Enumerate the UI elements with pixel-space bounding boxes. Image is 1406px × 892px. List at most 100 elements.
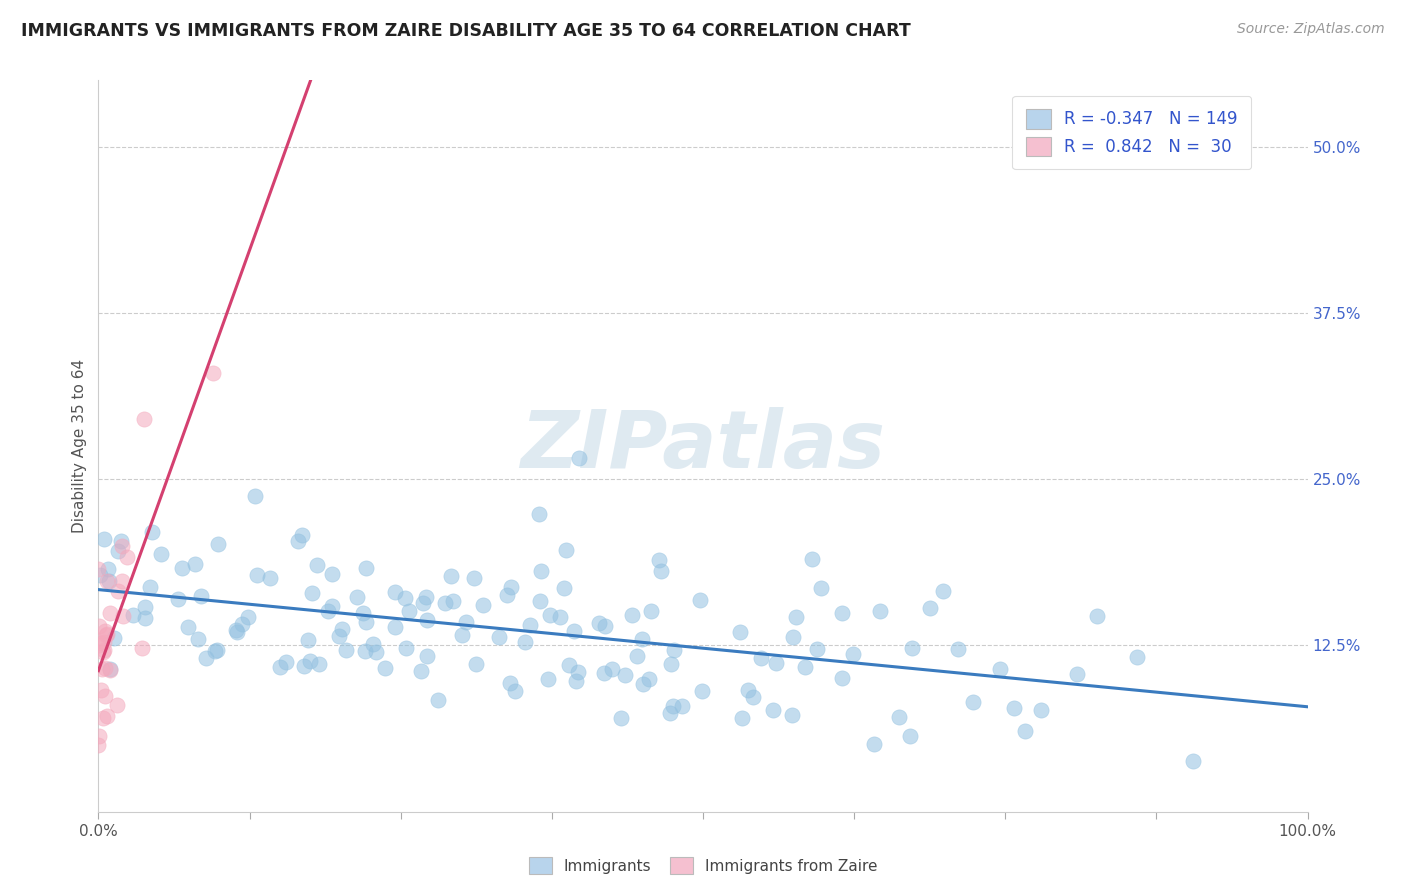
Point xyxy=(488,631,510,645)
Point xyxy=(91,645,114,659)
Point xyxy=(650,564,672,578)
Point xyxy=(898,729,921,743)
Point xyxy=(661,657,683,671)
Point xyxy=(87,562,110,576)
Point xyxy=(321,599,343,613)
Point xyxy=(287,534,309,549)
Point xyxy=(503,684,526,698)
Point xyxy=(141,524,163,539)
Point xyxy=(765,656,787,670)
Point xyxy=(842,647,865,661)
Point xyxy=(94,660,117,674)
Point xyxy=(352,606,374,620)
Point xyxy=(93,642,115,657)
Point xyxy=(1085,608,1108,623)
Point xyxy=(111,574,134,589)
Point xyxy=(415,613,437,627)
Point xyxy=(441,594,464,608)
Point xyxy=(538,608,561,623)
Point xyxy=(243,490,266,504)
Point xyxy=(328,629,350,643)
Point xyxy=(749,651,772,665)
Point xyxy=(97,574,120,589)
Point xyxy=(139,580,162,594)
Point xyxy=(548,610,571,624)
Point xyxy=(195,650,218,665)
Point xyxy=(111,539,134,553)
Point xyxy=(621,608,644,623)
Point xyxy=(869,604,891,618)
Point xyxy=(901,640,924,655)
Point xyxy=(91,662,114,676)
Point xyxy=(330,622,353,636)
Point xyxy=(862,737,884,751)
Point xyxy=(730,625,752,640)
Point xyxy=(565,673,588,688)
Point xyxy=(806,642,828,657)
Point xyxy=(1066,666,1088,681)
Point xyxy=(450,628,472,642)
Point xyxy=(529,507,551,521)
Point xyxy=(190,590,212,604)
Point xyxy=(231,616,253,631)
Legend: Immigrants, Immigrants from Zaire: Immigrants, Immigrants from Zaire xyxy=(523,851,883,880)
Point xyxy=(801,552,824,566)
Point xyxy=(134,611,156,625)
Text: ZIPatlas: ZIPatlas xyxy=(520,407,886,485)
Point xyxy=(463,571,485,585)
Point xyxy=(690,683,713,698)
Point xyxy=(207,537,229,551)
Point xyxy=(780,707,803,722)
Point xyxy=(631,632,654,646)
Point xyxy=(90,636,112,650)
Point xyxy=(177,620,200,634)
Text: Source: ZipAtlas.com: Source: ZipAtlas.com xyxy=(1237,22,1385,37)
Point xyxy=(238,610,260,624)
Point xyxy=(202,366,225,380)
Point xyxy=(529,593,551,607)
Point xyxy=(427,693,450,707)
Point xyxy=(689,593,711,607)
Point xyxy=(96,709,118,723)
Point xyxy=(793,659,815,673)
Point xyxy=(647,553,669,567)
Point xyxy=(103,631,125,645)
Point xyxy=(588,615,610,630)
Point xyxy=(394,591,416,606)
Point xyxy=(600,662,623,676)
Point xyxy=(592,666,614,681)
Point xyxy=(96,627,118,641)
Point xyxy=(364,645,387,659)
Point xyxy=(609,711,631,725)
Point xyxy=(558,657,581,672)
Point xyxy=(110,533,132,548)
Point xyxy=(1126,649,1149,664)
Point xyxy=(354,644,377,658)
Point xyxy=(631,677,654,691)
Point xyxy=(105,698,128,713)
Point xyxy=(384,620,406,634)
Point xyxy=(89,567,111,582)
Point xyxy=(537,672,560,686)
Point xyxy=(346,590,368,604)
Point xyxy=(810,581,832,595)
Point xyxy=(356,615,378,629)
Point xyxy=(553,582,575,596)
Point xyxy=(731,711,754,725)
Point xyxy=(440,569,463,583)
Point xyxy=(918,600,941,615)
Point xyxy=(107,543,129,558)
Point xyxy=(246,568,269,582)
Point xyxy=(661,699,683,714)
Point xyxy=(762,703,785,717)
Point xyxy=(96,574,118,588)
Point xyxy=(555,542,578,557)
Point xyxy=(394,641,416,656)
Point xyxy=(664,643,686,657)
Point xyxy=(433,596,456,610)
Point xyxy=(454,615,477,629)
Point xyxy=(411,664,433,678)
Point xyxy=(568,450,591,465)
Point xyxy=(134,412,156,426)
Point xyxy=(398,605,420,619)
